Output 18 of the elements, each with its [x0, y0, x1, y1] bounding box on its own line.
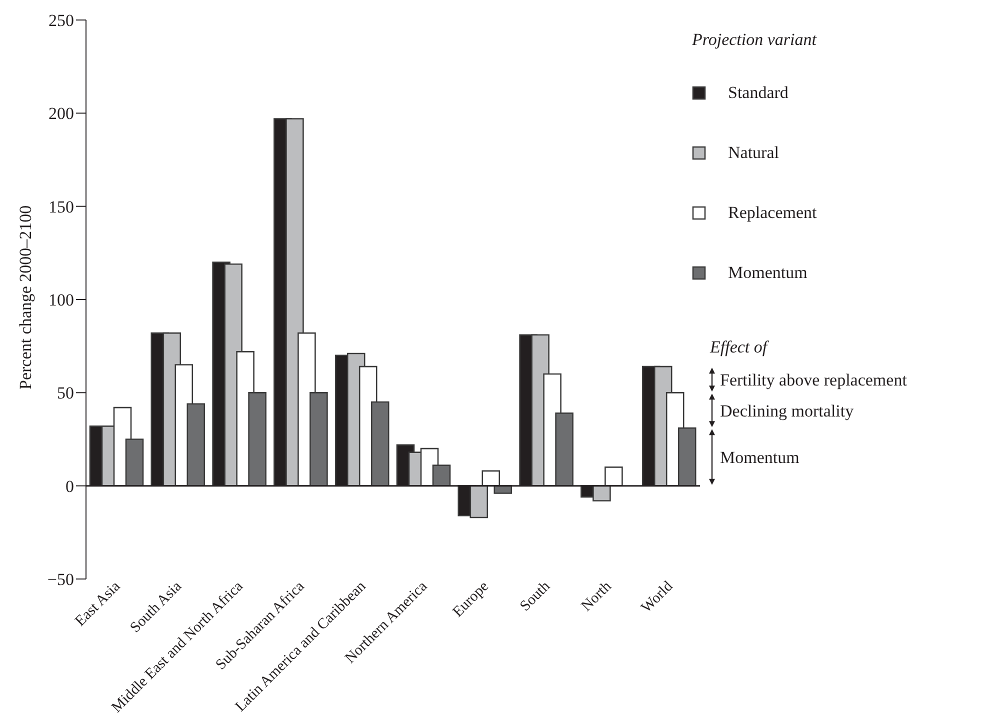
y-tick-label: 100	[48, 290, 74, 310]
y-tick-label: 150	[48, 197, 74, 216]
legend-label: Replacement	[728, 203, 817, 223]
y-axis-title: Percent change 2000–2100	[16, 205, 36, 390]
legend-title: Projection variant	[692, 30, 818, 50]
text: Effect of	[709, 338, 770, 357]
text: Declining mortality	[720, 401, 854, 420]
legend-label: Natural	[728, 143, 779, 163]
y-tick-label: 250	[48, 11, 74, 30]
text: Fertility above replacement	[720, 370, 908, 390]
y-tick-label: 0	[66, 476, 74, 496]
x-tick-label: East Asia	[72, 578, 124, 630]
legend-label: Momentum	[728, 263, 808, 283]
text: Momentum	[720, 448, 800, 467]
y-tick-label: −50	[47, 570, 74, 590]
y-tick-label: 50	[57, 384, 74, 403]
legend-label: Standard	[728, 83, 788, 103]
y-tick-label: 200	[48, 104, 74, 124]
